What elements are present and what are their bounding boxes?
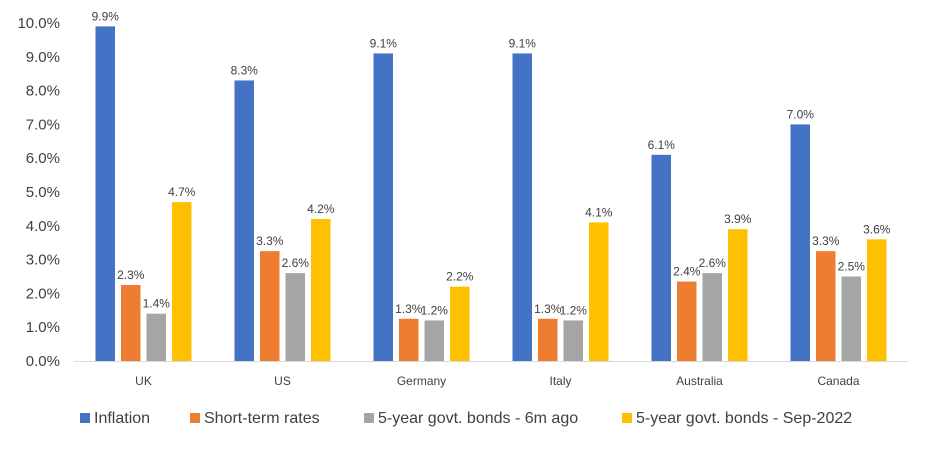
category-label: Italy	[549, 374, 571, 388]
bar	[285, 273, 305, 361]
legend-swatch	[622, 413, 632, 423]
bar	[538, 318, 558, 361]
legend-item: 5-year govt. bonds - 6m ago	[364, 410, 578, 427]
bar	[790, 124, 810, 362]
data-label: 2.6%	[282, 256, 310, 270]
legend: Inflation Short-term rates 5-year govt. bo…	[80, 410, 852, 427]
data-label: 4.7%	[168, 185, 196, 199]
y-tick-label: 7.0%	[26, 116, 60, 133]
data-label: 2.5%	[838, 260, 866, 274]
data-label: 9.9%	[92, 9, 120, 23]
bar	[373, 53, 393, 362]
y-tick-label: 1.0%	[26, 319, 60, 336]
category-label: UK	[135, 374, 152, 388]
data-label: 9.1%	[370, 36, 398, 50]
bar	[450, 286, 470, 361]
legend-item: Inflation	[80, 410, 150, 427]
category-label: US	[274, 374, 291, 388]
y-tick-label: 0.0%	[26, 353, 60, 370]
bar	[867, 239, 887, 361]
data-label: 1.2%	[560, 303, 588, 317]
data-label: 2.4%	[673, 265, 701, 279]
legend-swatch	[80, 413, 90, 423]
data-label: 1.2%	[421, 303, 449, 317]
data-label: 4.2%	[307, 202, 335, 216]
bar	[651, 154, 671, 361]
y-tick-label: 8.0%	[26, 83, 60, 100]
legend-label: 5-year govt. bonds - Sep-2022	[636, 410, 852, 427]
bar	[311, 219, 331, 361]
data-label: 3.3%	[256, 234, 284, 248]
legend-label: Inflation	[94, 410, 150, 427]
legend-label: Short-term rates	[204, 410, 320, 427]
bar	[702, 273, 722, 361]
bar	[677, 281, 697, 361]
data-label: 7.0%	[787, 107, 815, 121]
legend-label: 5-year govt. bonds - 6m ago	[378, 410, 578, 427]
bar	[121, 284, 141, 361]
category-label: Germany	[397, 374, 446, 388]
y-tick-label: 5.0%	[26, 184, 60, 201]
bar	[841, 276, 861, 361]
bars	[95, 26, 887, 362]
bar	[728, 229, 748, 361]
legend-item: 5-year govt. bonds - Sep-2022	[622, 410, 852, 427]
data-label: 3.3%	[812, 234, 840, 248]
legend-item: Short-term rates	[190, 410, 320, 427]
y-tick-label: 10.0%	[17, 15, 60, 32]
bar	[260, 251, 280, 361]
y-axis: 0.0% 1.0% 2.0% 3.0% 4.0% 5.0% 6.0% 7.0% 8.0% 9.0%…	[17, 15, 60, 370]
category-label: Canada	[817, 374, 859, 388]
category-label: Australia	[676, 374, 723, 388]
data-label: 2.3%	[117, 268, 145, 282]
data-label: 1.4%	[143, 297, 171, 311]
bar	[563, 320, 583, 361]
data-label: 2.2%	[446, 270, 474, 284]
data-label: 2.6%	[699, 256, 727, 270]
bar	[146, 313, 166, 361]
data-label: 9.1%	[509, 36, 537, 50]
y-tick-label: 2.0%	[26, 285, 60, 302]
bar	[234, 80, 254, 362]
bar	[512, 53, 532, 362]
y-tick-label: 4.0%	[26, 218, 60, 235]
data-label: 1.3%	[395, 302, 423, 316]
data-label: 6.1%	[648, 138, 676, 152]
data-label: 3.6%	[863, 222, 891, 236]
bar	[95, 26, 115, 361]
bar	[399, 318, 419, 361]
data-label: 3.9%	[724, 212, 752, 226]
legend-swatch	[364, 413, 374, 423]
legend-swatch	[190, 413, 200, 423]
y-tick-label: 3.0%	[26, 252, 60, 269]
data-label: 1.3%	[534, 302, 562, 316]
data-label: 8.3%	[231, 63, 259, 77]
bar	[172, 202, 192, 361]
y-tick-label: 9.0%	[26, 49, 60, 66]
y-tick-label: 6.0%	[26, 150, 60, 167]
data-label: 4.1%	[585, 205, 613, 219]
bar	[589, 222, 609, 361]
bar	[816, 251, 836, 361]
category-labels: UK US Germany Italy Australia Canada	[135, 374, 860, 388]
bar	[424, 320, 444, 361]
data-labels: 9.9% 2.3% 1.4% 4.7% 8.3% 3.3% 2.6% 4.2% 9.1% 1.3%…	[92, 9, 891, 317]
